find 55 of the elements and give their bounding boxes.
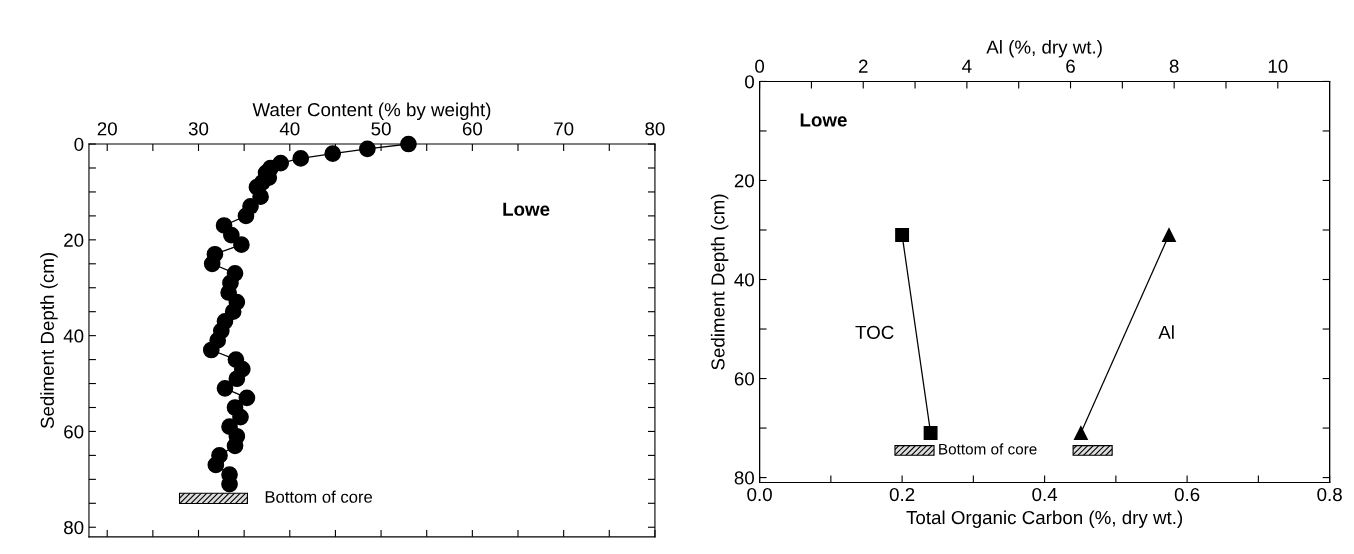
x2-tick-label: 8: [1169, 59, 1179, 73]
x-tick-label: 80: [645, 122, 665, 136]
x2-tick-label: 10: [1268, 59, 1288, 73]
y-tick-label: 0: [74, 137, 84, 152]
y-tick-label: 40: [63, 329, 84, 343]
series-label: TOC: [855, 325, 894, 340]
x-axis-title: Total Organic Carbon (%, dry wt.): [906, 510, 1183, 528]
point: [202, 341, 220, 359]
x2-tick-label: 2: [858, 59, 868, 73]
x-tick-label: 0.2: [889, 487, 915, 502]
point: [232, 408, 249, 426]
y-tick-label: 80: [64, 520, 84, 535]
point: [359, 140, 376, 158]
x2-tick-label: 0: [755, 59, 765, 73]
series-label: Al: [1158, 325, 1174, 339]
y-tick-label: 20: [734, 174, 754, 188]
point: [238, 389, 256, 407]
y-tick-label: 80: [734, 471, 754, 485]
x-tick-label: 0.8: [1317, 487, 1342, 502]
x-tick-label: 0.0: [747, 487, 772, 502]
y-tick-label: 60: [64, 425, 84, 439]
x-tick-label: 40: [279, 122, 300, 136]
annotation: Lowe: [800, 113, 847, 127]
y-tick-label: 0: [745, 75, 754, 89]
point: [324, 145, 342, 162]
annotation: Bottom of core: [265, 490, 373, 503]
y-tick-label: 40: [734, 273, 754, 287]
y-tick-label: 20: [64, 233, 84, 247]
annotation: Lowe: [503, 202, 550, 216]
annotation: Bottom of core: [939, 443, 1037, 455]
x-axis-title: Water Content (% by weight): [252, 102, 491, 121]
y-tick-label: 60: [734, 372, 754, 386]
x-tick-label: 70: [554, 122, 574, 136]
x2-tick-label: 4: [962, 59, 972, 73]
point: [223, 226, 240, 244]
x2-axis-title: Al (%, dry wt.): [986, 39, 1102, 58]
point: [203, 255, 221, 273]
point: [233, 236, 250, 253]
x-tick-label: 30: [188, 122, 209, 136]
x2-tick-label: 6: [1066, 59, 1075, 73]
point: [226, 437, 244, 455]
x-tick-label: 50: [371, 122, 391, 136]
y-axis-title: Sediment Depth (cm): [710, 194, 729, 370]
point: [252, 188, 269, 206]
x-tick-label: 60: [462, 122, 483, 136]
point: [216, 379, 234, 397]
point: [237, 207, 255, 225]
y-axis-title: Sediment Depth (cm): [40, 253, 58, 429]
x-tick-label: 20: [97, 122, 117, 136]
x-tick-label: 0.4: [1032, 487, 1058, 502]
point: [228, 370, 246, 388]
point: [207, 456, 225, 474]
point: [292, 150, 310, 167]
point: [400, 135, 417, 153]
x-tick-label: 0.6: [1174, 487, 1200, 502]
